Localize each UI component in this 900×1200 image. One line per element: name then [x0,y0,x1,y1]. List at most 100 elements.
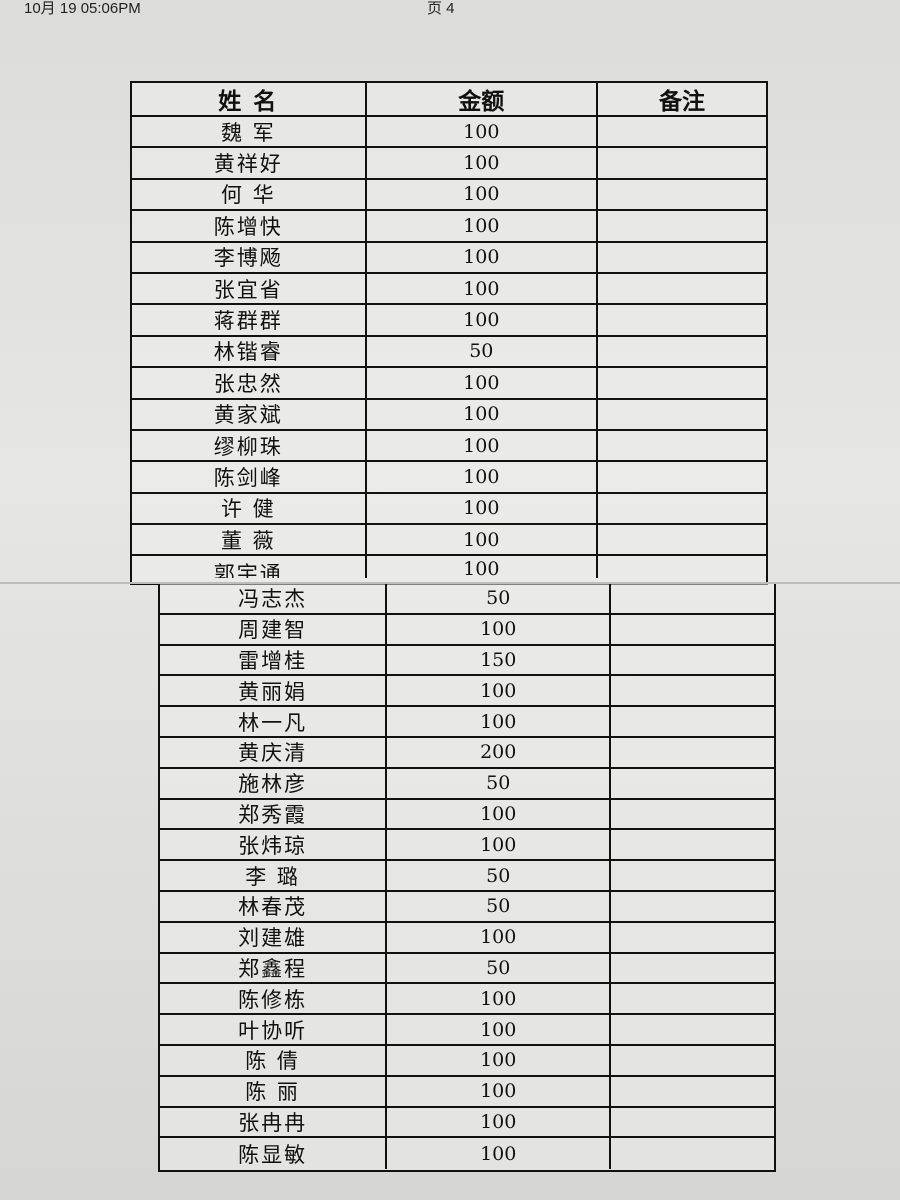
column-header-amount: 金额 [367,83,598,115]
amount-cell: 100 [367,556,598,579]
table-row: 许 健 100 [132,493,766,526]
note-cell [598,305,766,334]
table-header-row: 姓 名 金额 备注 [132,83,766,117]
table-row: 郑秀霞 100 [160,799,774,831]
table-row: 林锴睿 50 [132,336,766,369]
name-cell: 魏 军 [132,117,367,147]
amount-cell: 100 [387,1015,612,1044]
note-cell [611,984,774,1013]
table-row: 黄祥好 100 [132,148,766,180]
name-cell: 刘建雄 [160,922,388,952]
amount-cell: 100 [387,1107,612,1137]
name-cell: 张忠然 [132,368,367,398]
name-cell: 董 薇 [132,525,367,555]
table-row: 张宜省 100 [132,273,766,306]
note-cell [598,337,766,366]
table-row: 陈 倩 100 [160,1045,774,1077]
note-cell [598,148,766,177]
note-cell [598,525,766,554]
page-number: 页 4 [427,0,455,17]
table-row: 林春茂 50 [160,891,774,923]
amount-cell: 50 [387,584,612,613]
print-datetime: 10月 19 05:06PM [24,0,141,17]
table-row: 周建智 100 [160,614,774,646]
amount-cell: 100 [367,179,598,210]
amount-cell: 100 [387,1138,612,1170]
table-row: 陈显敏 100 [160,1138,774,1170]
name-cell: 陈 倩 [160,1045,388,1075]
note-cell [598,117,766,146]
table-row: 张炜琼 100 [160,830,774,862]
name-cell: 张炜琼 [160,830,388,860]
name-cell: 缪柳珠 [132,430,367,461]
name-cell: 张冉冉 [160,1107,388,1137]
name-cell: 黄丽娟 [160,676,388,706]
amount-cell: 100 [367,117,598,147]
amount-cell: 100 [387,922,612,952]
table-row: 郭宇通 100 [132,556,766,582]
name-cell: 陈增快 [132,211,367,241]
name-cell: 林一凡 [160,707,388,736]
table-row: 陈剑峰 100 [132,462,766,494]
column-header-note: 备注 [658,89,705,115]
amount-cell: 100 [367,273,598,304]
table-row: 黄庆清 200 [160,737,774,769]
name-cell: 黄家斌 [132,399,367,429]
note-cell [611,1108,774,1137]
note-cell [611,923,774,952]
note-cell [611,676,774,705]
note-cell [611,1015,774,1044]
amount-cell: 50 [367,336,598,367]
amount-cell: 200 [387,737,612,767]
amount-cell: 100 [367,525,598,555]
donation-table-top: 姓 名 金额 备注 魏 军 100 黄祥好 100 何 华 100 陈增快 100 李博飏 100… [130,81,768,585]
table-row: 董 薇 100 [132,525,766,557]
amount-cell: 100 [367,211,598,241]
name-cell: 黄祥好 [132,148,367,178]
amount-cell: 100 [387,676,612,706]
amount-cell: 150 [387,645,612,675]
table-row: 陈修栋 100 [160,984,774,1016]
amount-cell: 100 [387,830,612,860]
note-cell [598,462,766,491]
name-cell: 林春茂 [160,891,388,921]
table-row: 施林彦 50 [160,768,774,800]
table-row: 黄家斌 100 [132,399,766,431]
name-cell: 陈修栋 [160,984,388,1014]
amount-cell: 50 [387,768,612,798]
table-row: 冯志杰 50 [160,584,774,615]
amount-cell: 100 [367,368,598,398]
name-cell: 陈剑峰 [132,462,367,492]
amount-cell: 100 [367,430,598,461]
name-cell: 林锴睿 [132,336,367,367]
note-cell [598,274,766,303]
name-cell: 张宜省 [132,273,367,304]
note-cell [611,1077,774,1106]
name-cell: 蒋群群 [132,305,367,335]
table-row: 刘建雄 100 [160,922,774,954]
amount-cell: 100 [387,614,612,644]
name-cell: 郑鑫程 [160,953,388,983]
table-row: 何 华 100 [132,179,766,212]
name-cell: 雷增桂 [160,645,388,675]
amount-cell: 100 [367,493,598,524]
note-cell [611,738,774,767]
note-cell [611,892,774,921]
name-cell: 陈显敏 [160,1138,388,1170]
note-cell [598,431,766,460]
note-cell [611,584,774,613]
name-cell: 郑秀霞 [160,799,388,829]
note-cell [611,954,774,983]
amount-cell: 100 [387,1076,612,1106]
name-cell: 许 健 [132,493,367,524]
table-row: 蒋群群 100 [132,305,766,337]
table-row: 李博飏 100 [132,242,766,274]
name-cell: 李博飏 [132,242,367,272]
amount-cell: 100 [387,984,612,1014]
amount-cell: 100 [367,148,598,178]
table-row: 雷增桂 150 [160,645,774,677]
table-row: 郑鑫程 50 [160,953,774,985]
table-row: 张冉冉 100 [160,1107,774,1139]
note-cell [611,861,774,890]
page-fold [0,582,900,584]
